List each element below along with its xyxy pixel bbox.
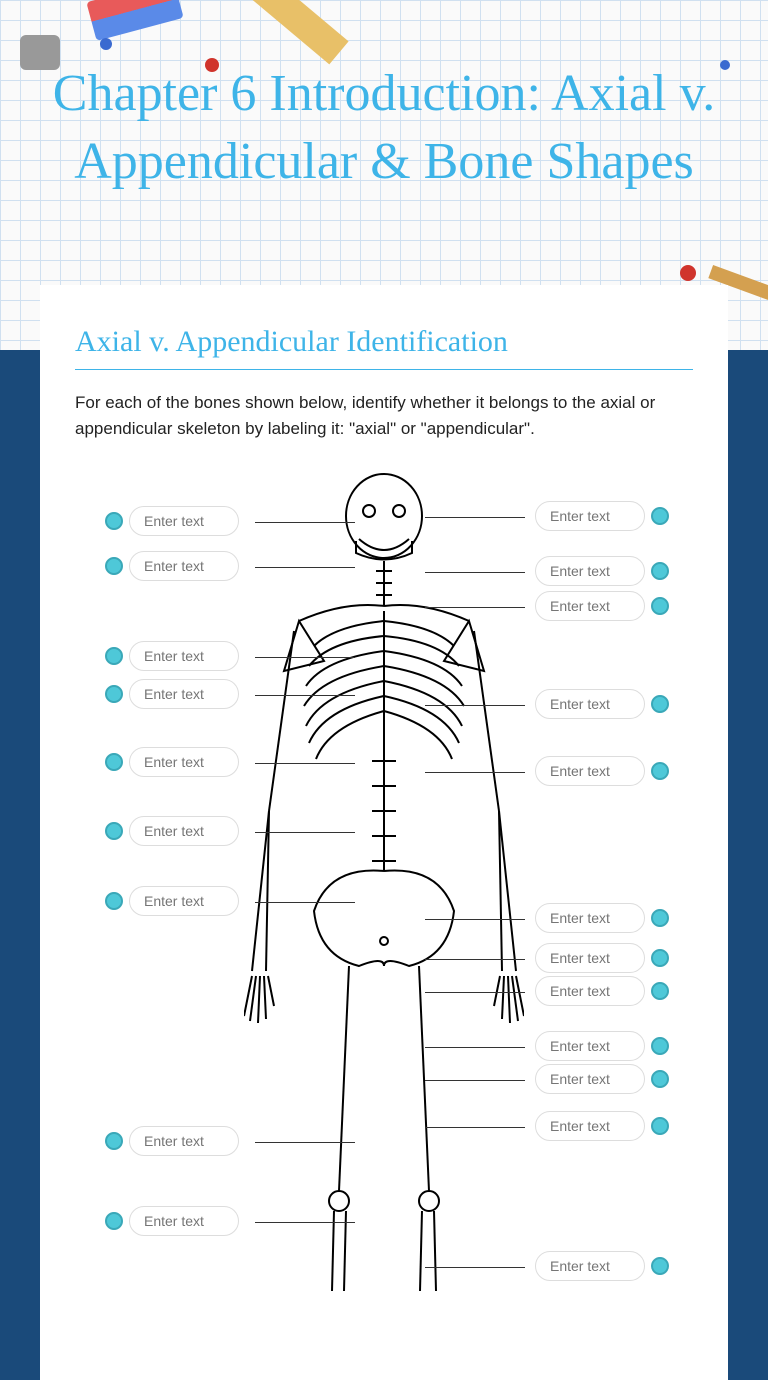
anchor-dot-icon [105,512,123,530]
bone-label-input-r10[interactable] [535,1064,645,1094]
anchor-dot-icon [105,822,123,840]
bone-label-input-l6[interactable] [129,816,239,846]
decor-dot [720,60,730,70]
label-group-l5 [105,747,239,777]
decor-dot [100,38,112,50]
label-group-r7 [535,943,669,973]
label-group-r3 [535,591,669,621]
anchor-dot-icon [105,892,123,910]
anchor-dot-icon [651,982,669,1000]
label-group-r10 [535,1064,669,1094]
anchor-dot-icon [105,1212,123,1230]
anchor-dot-icon [651,597,669,615]
leader-line [255,1222,355,1223]
leader-line [425,607,525,608]
leader-line [255,832,355,833]
anchor-dot-icon [105,1132,123,1150]
leader-line [425,919,525,920]
label-group-l3 [105,641,239,671]
section-divider [75,369,693,370]
section-title: Axial v. Appendicular Identification [75,325,693,359]
anchor-dot-icon [651,1070,669,1088]
leader-line [255,695,355,696]
label-group-r11 [535,1111,669,1141]
decor-dot [680,265,696,281]
bone-label-input-r9[interactable] [535,1031,645,1061]
anchor-dot-icon [651,1257,669,1275]
bone-label-input-r7[interactable] [535,943,645,973]
anchor-dot-icon [651,949,669,967]
anchor-dot-icon [105,557,123,575]
diagram-area [75,461,693,1301]
label-group-r6 [535,903,669,933]
leader-line [255,657,355,658]
leader-line [425,1127,525,1128]
anchor-dot-icon [651,507,669,525]
bone-label-input-r1[interactable] [535,501,645,531]
anchor-dot-icon [651,695,669,713]
bone-label-input-r11[interactable] [535,1111,645,1141]
label-group-r9 [535,1031,669,1061]
bone-label-input-r2[interactable] [535,556,645,586]
skeleton-diagram [244,471,524,1291]
decor-dot [205,58,219,72]
leader-line [425,572,525,573]
anchor-dot-icon [105,753,123,771]
leader-line [255,567,355,568]
bone-label-input-l8[interactable] [129,1126,239,1156]
anchor-dot-icon [105,647,123,665]
bone-label-input-l1[interactable] [129,506,239,536]
bone-label-input-r5[interactable] [535,756,645,786]
label-group-l1 [105,506,239,536]
label-group-l2 [105,551,239,581]
anchor-dot-icon [651,762,669,780]
leader-line [425,1047,525,1048]
bone-label-input-r12[interactable] [535,1251,645,1281]
leader-line [255,902,355,903]
leader-line [425,992,525,993]
label-group-r8 [535,976,669,1006]
bone-label-input-r4[interactable] [535,689,645,719]
leader-line [255,763,355,764]
anchor-dot-icon [105,685,123,703]
bone-label-input-r6[interactable] [535,903,645,933]
leader-line [255,1142,355,1143]
worksheet-card: Axial v. Appendicular Identification For… [40,285,728,1380]
label-group-r5 [535,756,669,786]
instructions-text: For each of the bones shown below, ident… [75,390,693,441]
label-group-r2 [535,556,669,586]
leader-line [425,517,525,518]
anchor-dot-icon [651,562,669,580]
leader-line [425,1267,525,1268]
leader-line [425,705,525,706]
label-group-l6 [105,816,239,846]
label-group-l7 [105,886,239,916]
label-group-l4 [105,679,239,709]
bone-label-input-r3[interactable] [535,591,645,621]
label-group-r12 [535,1251,669,1281]
leader-line [255,522,355,523]
bone-label-input-l3[interactable] [129,641,239,671]
leader-line [425,959,525,960]
sharpener-decor [20,35,60,70]
bone-label-input-l4[interactable] [129,679,239,709]
label-group-r4 [535,689,669,719]
anchor-dot-icon [651,1117,669,1135]
anchor-dot-icon [651,909,669,927]
label-group-r1 [535,501,669,531]
bone-label-input-l5[interactable] [129,747,239,777]
bone-label-input-l2[interactable] [129,551,239,581]
leader-line [425,772,525,773]
label-group-l8 [105,1126,239,1156]
label-group-l9 [105,1206,239,1236]
bone-label-input-l9[interactable] [129,1206,239,1236]
bone-label-input-l7[interactable] [129,886,239,916]
bone-label-input-r8[interactable] [535,976,645,1006]
leader-line [425,1080,525,1081]
anchor-dot-icon [651,1037,669,1055]
